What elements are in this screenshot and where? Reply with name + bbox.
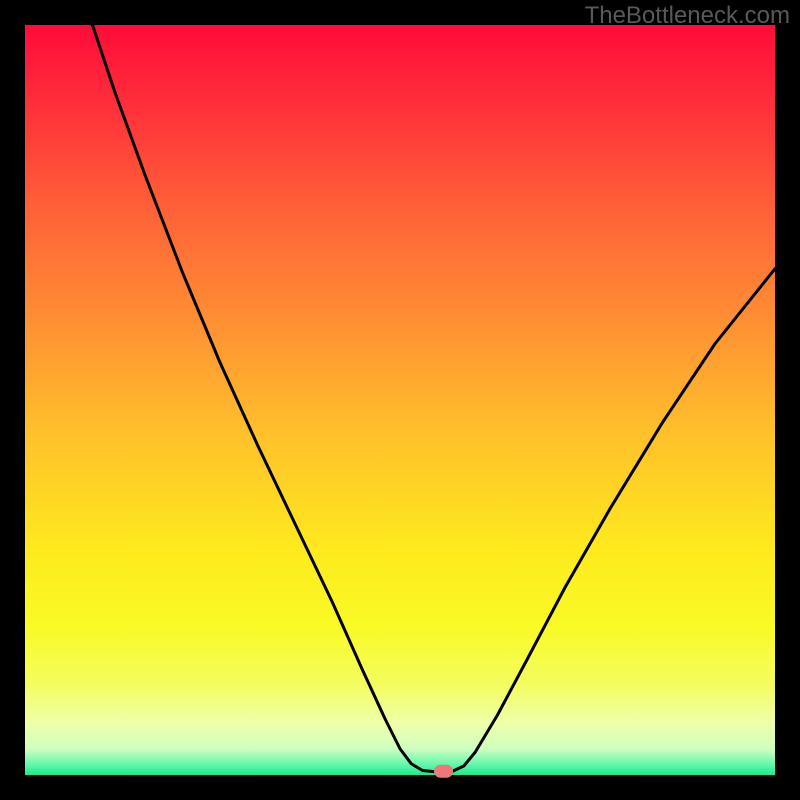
optimum-marker (435, 765, 453, 777)
chart-svg (0, 0, 800, 800)
plot-gradient-background (25, 25, 775, 775)
chart-container: TheBottleneck.com (0, 0, 800, 800)
